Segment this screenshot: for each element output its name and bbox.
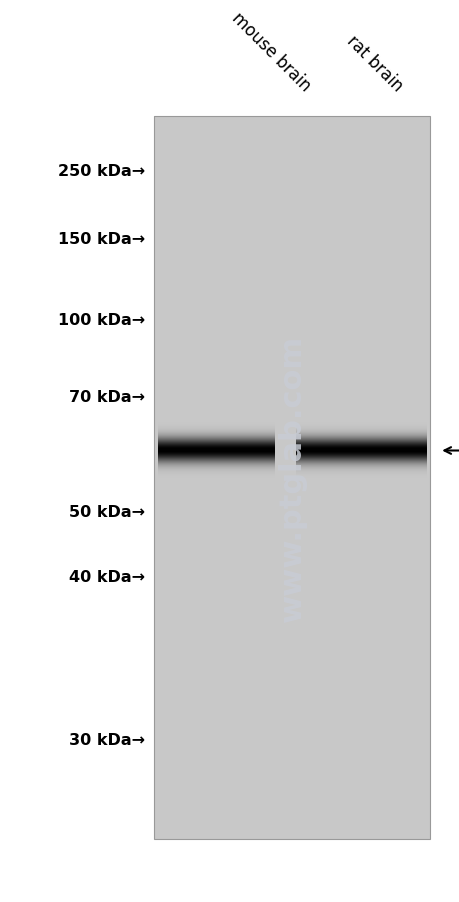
Text: rat brain: rat brain [342,32,405,95]
Text: 150 kDa→: 150 kDa→ [58,232,145,246]
Text: 40 kDa→: 40 kDa→ [69,570,145,584]
Text: 70 kDa→: 70 kDa→ [69,390,145,404]
Text: www.ptglab.com: www.ptglab.com [277,335,306,621]
Text: 30 kDa→: 30 kDa→ [69,732,145,747]
Text: mouse brain: mouse brain [227,9,313,95]
Text: 100 kDa→: 100 kDa→ [58,313,145,327]
Text: 50 kDa→: 50 kDa→ [69,505,145,520]
Bar [154,117,429,839]
Text: 250 kDa→: 250 kDa→ [58,164,145,179]
